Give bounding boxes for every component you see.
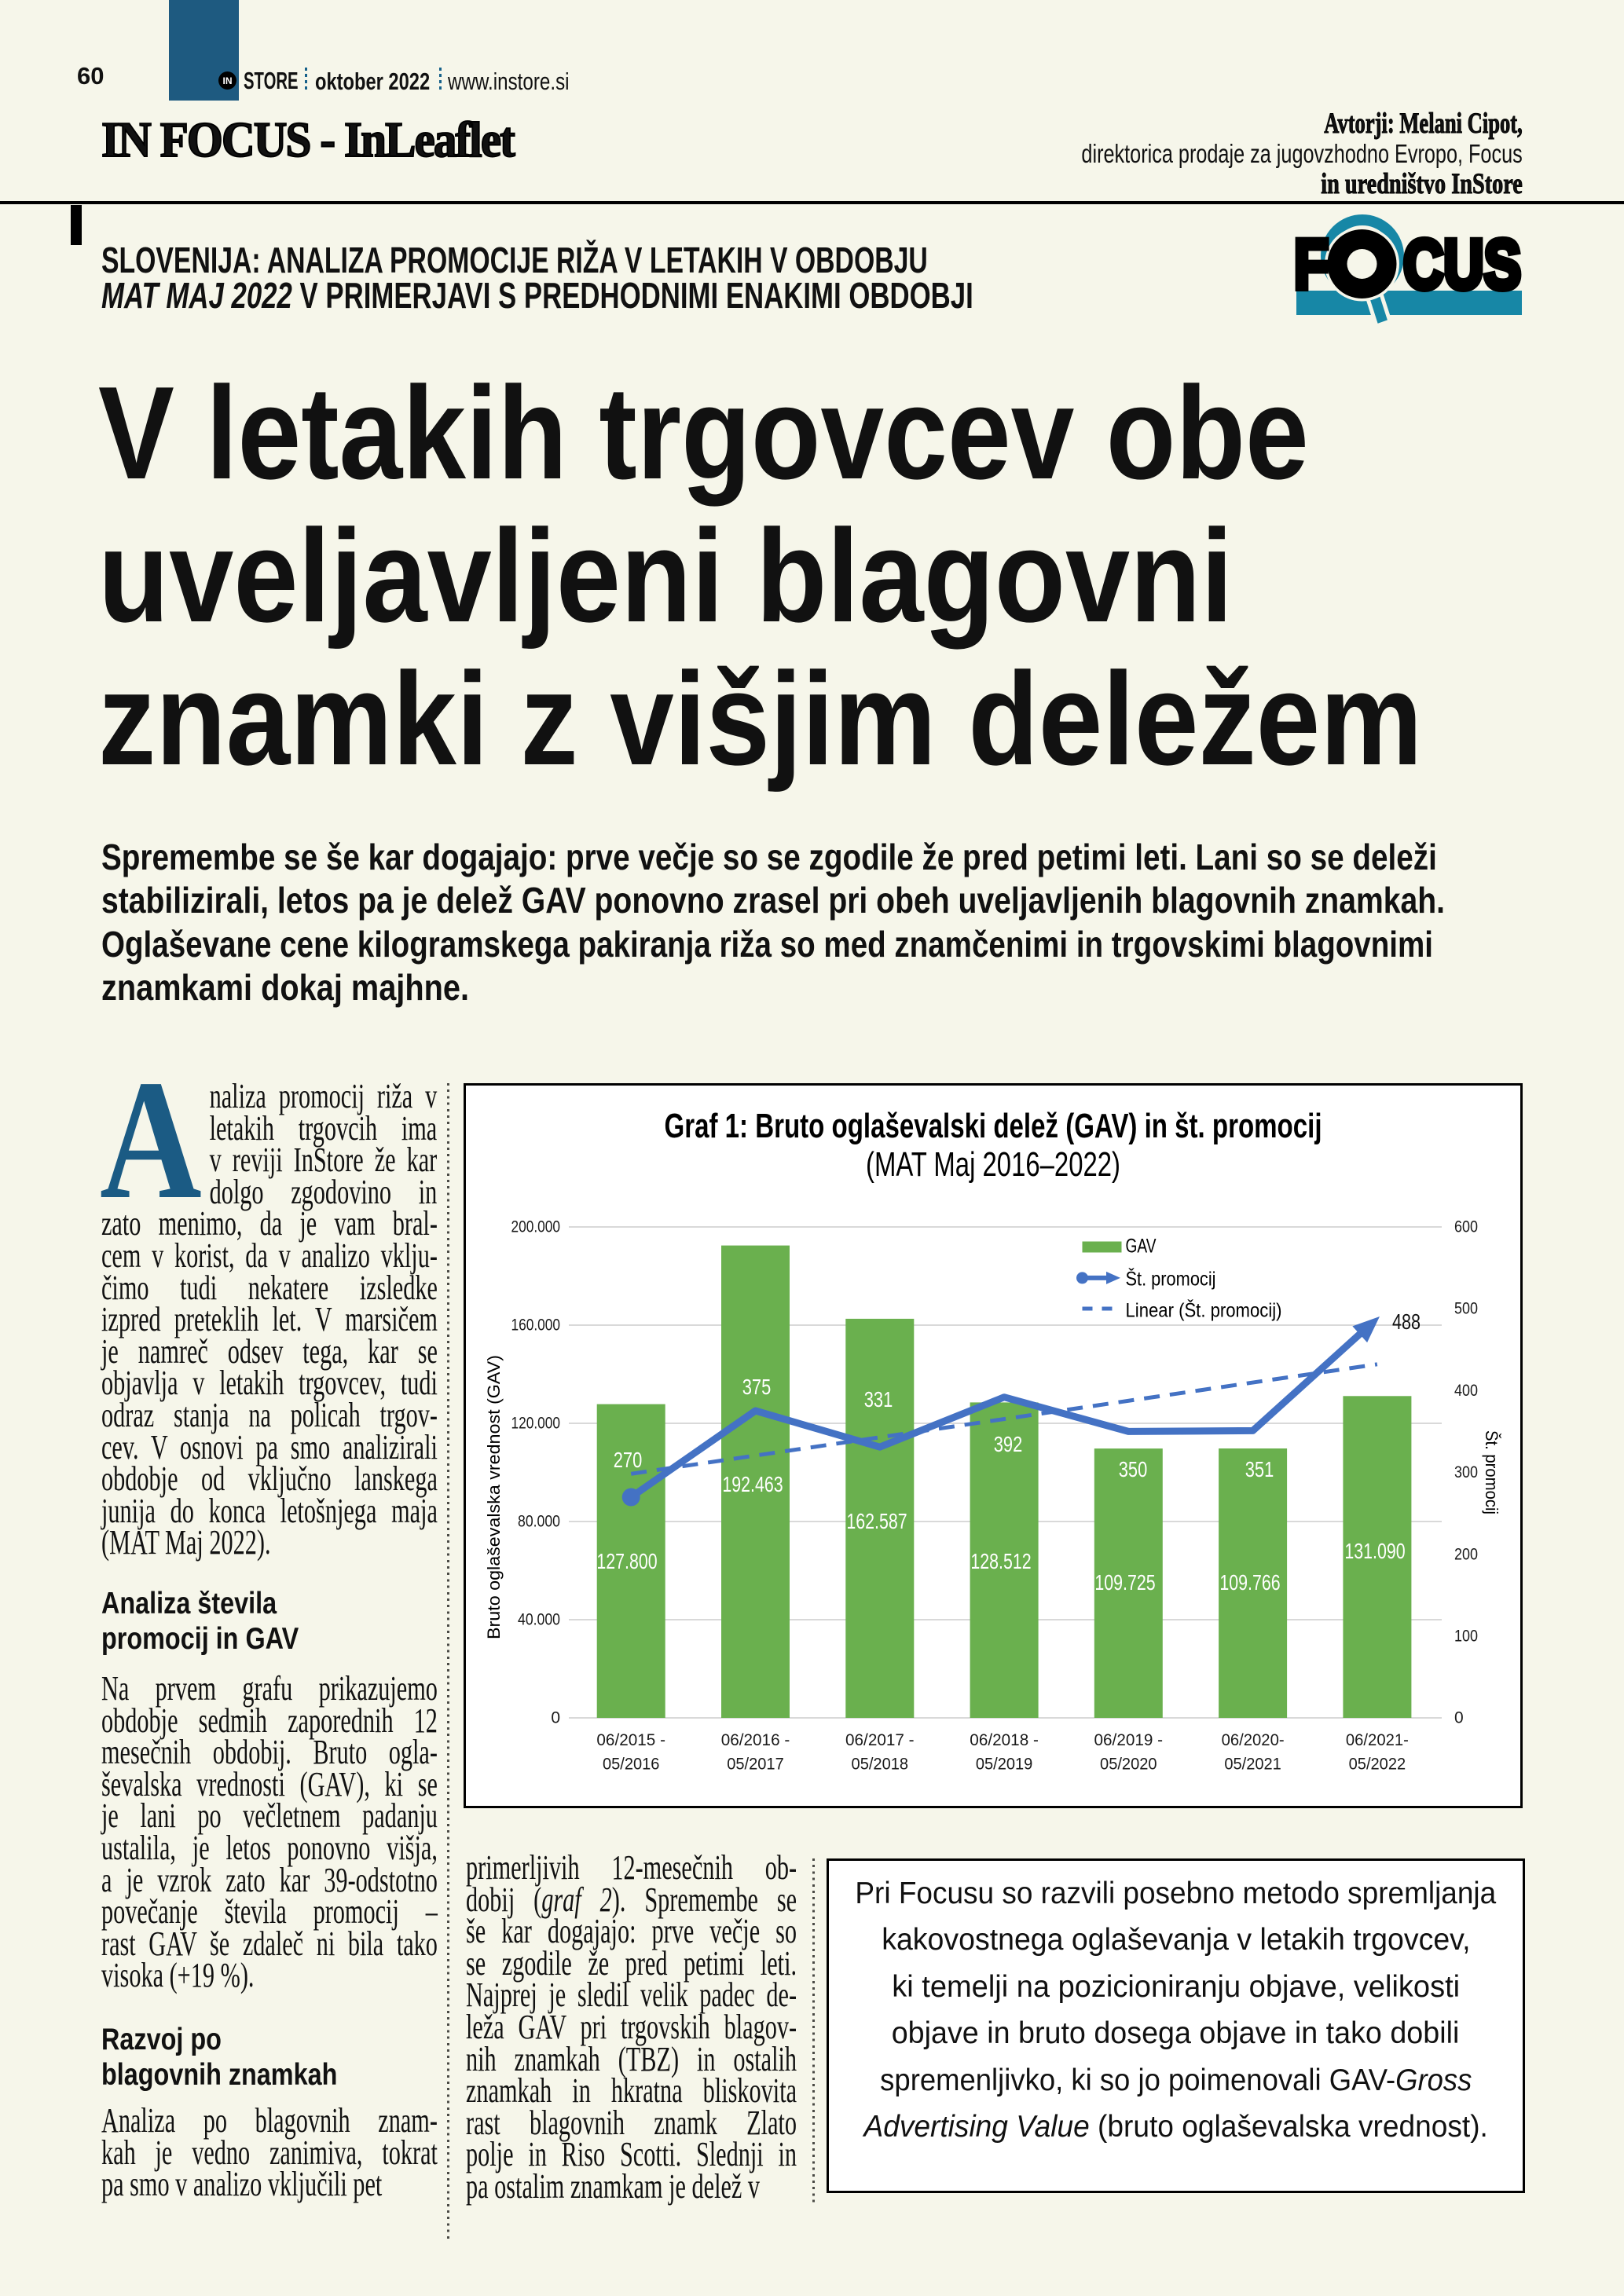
svg-text:06/2016 -: 06/2016 -	[721, 1731, 790, 1749]
svg-text:331: 331	[864, 1387, 893, 1412]
svg-text:200.000: 200.000	[511, 1218, 561, 1236]
svg-text:Št. promocij: Št. promocij	[1126, 1268, 1216, 1291]
svg-text:05/2018: 05/2018	[852, 1756, 909, 1774]
svg-text:0: 0	[1454, 1708, 1464, 1727]
svg-text:160.000: 160.000	[511, 1316, 561, 1334]
svg-text:06/2015 -: 06/2015 -	[596, 1731, 665, 1749]
svg-text:06/2017 -: 06/2017 -	[845, 1731, 915, 1749]
svg-text:05/2017: 05/2017	[727, 1756, 784, 1774]
svg-text:05/2021: 05/2021	[1224, 1756, 1281, 1774]
svg-text:351: 351	[1245, 1457, 1274, 1481]
svg-text:05/2022: 05/2022	[1349, 1756, 1406, 1774]
svg-text:06/2019 -: 06/2019 -	[1094, 1731, 1164, 1749]
svg-text:350: 350	[1119, 1457, 1148, 1481]
svg-text:131.090: 131.090	[1344, 1539, 1405, 1563]
svg-text:120.000: 120.000	[511, 1414, 561, 1432]
svg-text:40.000: 40.000	[518, 1610, 560, 1628]
svg-text:Št. promocij: Št. promocij	[1482, 1430, 1501, 1514]
svg-text:05/2016: 05/2016	[603, 1756, 660, 1774]
svg-text:488: 488	[1392, 1309, 1421, 1334]
svg-text:(MAT Maj 2016–2022): (MAT Maj 2016–2022)	[866, 1145, 1120, 1184]
svg-text:392: 392	[994, 1432, 1023, 1456]
svg-text:100: 100	[1454, 1628, 1478, 1646]
svg-text:F: F	[1294, 225, 1329, 303]
svg-text:300: 300	[1454, 1463, 1478, 1481]
svg-text:128.512: 128.512	[970, 1549, 1031, 1573]
svg-text:162.587: 162.587	[846, 1509, 907, 1533]
svg-text:Linear (Št. promocij): Linear (Št. promocij)	[1126, 1299, 1282, 1322]
svg-text:192.463: 192.463	[722, 1472, 783, 1496]
svg-text:Bruto oglaševalska vrednost (G: Bruto oglaševalska vrednost (GAV)	[484, 1355, 504, 1639]
svg-text:400: 400	[1454, 1382, 1478, 1400]
svg-text:0: 0	[551, 1708, 560, 1727]
svg-text:127.800: 127.800	[596, 1549, 657, 1573]
svg-text:375: 375	[742, 1375, 772, 1399]
svg-text:80.000: 80.000	[518, 1512, 560, 1530]
svg-text:CUS: CUS	[1403, 225, 1521, 303]
svg-text:109.725: 109.725	[1094, 1570, 1155, 1595]
svg-text:Graf 1: Bruto oglaševalski del: Graf 1: Bruto oglaševalski delež (GAV) i…	[665, 1107, 1322, 1145]
svg-text:05/2019: 05/2019	[976, 1756, 1033, 1774]
svg-text:06/2021-: 06/2021-	[1346, 1731, 1409, 1749]
svg-text:109.766: 109.766	[1219, 1570, 1280, 1595]
svg-text:200: 200	[1454, 1545, 1478, 1563]
svg-text:06/2018 -: 06/2018 -	[970, 1731, 1039, 1749]
svg-text:06/2020-: 06/2020-	[1222, 1731, 1285, 1749]
svg-text:05/2020: 05/2020	[1100, 1756, 1157, 1774]
svg-text:GAV: GAV	[1126, 1236, 1157, 1258]
svg-text:270: 270	[614, 1448, 643, 1472]
svg-text:500: 500	[1454, 1300, 1478, 1318]
svg-text:600: 600	[1454, 1218, 1478, 1236]
